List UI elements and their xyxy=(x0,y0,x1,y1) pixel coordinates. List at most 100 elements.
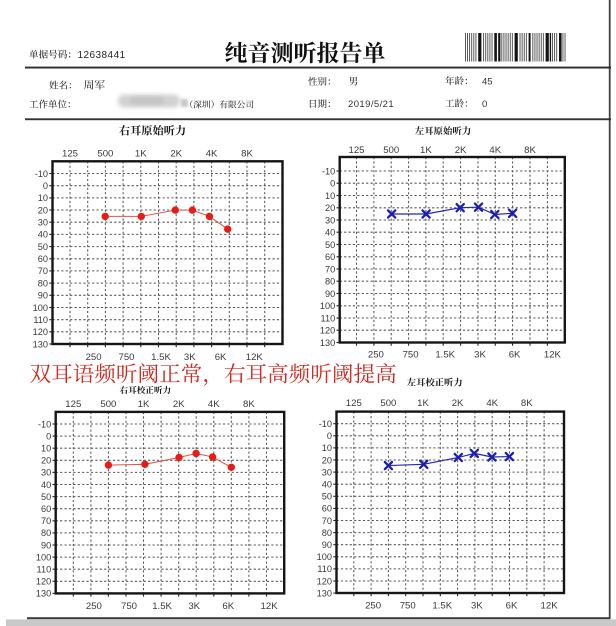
svg-text:130: 130 xyxy=(36,589,51,599)
svg-text:130: 130 xyxy=(320,338,335,348)
svg-text:6K: 6K xyxy=(215,352,227,363)
svg-text:8K: 8K xyxy=(243,399,255,410)
svg-text:30: 30 xyxy=(38,218,48,228)
svg-text:4K: 4K xyxy=(208,399,220,410)
svg-text:0: 0 xyxy=(482,99,487,110)
svg-text:130: 130 xyxy=(317,588,332,598)
svg-text:0: 0 xyxy=(43,181,48,191)
svg-text:1.5K: 1.5K xyxy=(152,601,172,612)
svg-text:-10: -10 xyxy=(319,419,332,429)
svg-text:100: 100 xyxy=(320,301,335,311)
svg-text:500: 500 xyxy=(380,398,396,409)
svg-text:750: 750 xyxy=(121,601,137,612)
svg-text:0: 0 xyxy=(330,179,335,189)
svg-text:45: 45 xyxy=(482,76,493,87)
svg-text:6K: 6K xyxy=(222,601,234,612)
svg-text:40: 40 xyxy=(322,480,332,490)
svg-text:-10: -10 xyxy=(38,419,51,429)
svg-text:10: 10 xyxy=(322,443,332,453)
svg-text:10: 10 xyxy=(38,193,48,203)
svg-text:2019/5/21: 2019/5/21 xyxy=(348,99,394,110)
svg-text:500: 500 xyxy=(100,399,116,410)
svg-text:80: 80 xyxy=(41,528,51,538)
svg-text:12K: 12K xyxy=(541,600,559,611)
svg-text:80: 80 xyxy=(322,528,332,538)
svg-text:90: 90 xyxy=(322,540,332,550)
svg-text:60: 60 xyxy=(38,254,48,264)
svg-text:-10: -10 xyxy=(35,169,48,179)
svg-text:3K: 3K xyxy=(474,349,486,360)
svg-text:8K: 8K xyxy=(241,148,253,159)
svg-text:0: 0 xyxy=(46,431,51,441)
svg-text:50: 50 xyxy=(325,240,335,250)
svg-text:12638441: 12638441 xyxy=(78,50,126,61)
svg-text:70: 70 xyxy=(38,266,48,276)
svg-text:500: 500 xyxy=(97,148,113,159)
svg-text:70: 70 xyxy=(325,264,335,274)
svg-text:90: 90 xyxy=(38,291,48,301)
svg-text:30: 30 xyxy=(41,468,51,478)
svg-text:110: 110 xyxy=(37,565,52,575)
svg-text:120: 120 xyxy=(317,576,332,586)
svg-text:40: 40 xyxy=(38,230,48,240)
svg-text:20: 20 xyxy=(325,203,335,213)
svg-text:50: 50 xyxy=(38,242,48,252)
svg-text:10: 10 xyxy=(41,444,51,454)
svg-text:1.5K: 1.5K xyxy=(435,349,455,360)
svg-text:3K: 3K xyxy=(188,601,200,612)
svg-text:100: 100 xyxy=(33,303,48,313)
svg-text:1K: 1K xyxy=(417,398,429,409)
svg-text:250: 250 xyxy=(368,349,384,360)
svg-text:6K: 6K xyxy=(506,600,518,611)
svg-text:20: 20 xyxy=(322,455,332,465)
svg-text:40: 40 xyxy=(325,228,335,238)
svg-text:0: 0 xyxy=(327,431,332,441)
svg-text:3K: 3K xyxy=(184,352,196,363)
svg-text:80: 80 xyxy=(325,277,335,287)
svg-text:100: 100 xyxy=(317,552,332,562)
svg-text:750: 750 xyxy=(403,349,419,360)
svg-text:90: 90 xyxy=(325,289,335,299)
svg-text:8K: 8K xyxy=(521,398,533,409)
svg-text:12K: 12K xyxy=(544,349,562,360)
svg-text:120: 120 xyxy=(36,577,51,587)
svg-text:12K: 12K xyxy=(261,601,279,612)
svg-text:70: 70 xyxy=(322,516,332,526)
svg-text:2K: 2K xyxy=(452,398,464,409)
svg-text:125: 125 xyxy=(346,398,362,409)
svg-text:1.5K: 1.5K xyxy=(432,600,452,611)
svg-text:110: 110 xyxy=(317,564,332,574)
svg-text:20: 20 xyxy=(41,456,51,466)
svg-text:750: 750 xyxy=(400,600,416,611)
svg-text:8K: 8K xyxy=(524,145,536,156)
svg-text:2K: 2K xyxy=(455,145,467,156)
svg-text:50: 50 xyxy=(322,492,332,502)
svg-text:60: 60 xyxy=(322,504,332,514)
svg-text:4K: 4K xyxy=(206,148,218,159)
svg-text:250: 250 xyxy=(86,601,102,612)
svg-text:10: 10 xyxy=(325,191,335,201)
svg-text:70: 70 xyxy=(41,516,51,526)
svg-text:2K: 2K xyxy=(173,399,185,410)
svg-text:1.5K: 1.5K xyxy=(151,352,171,363)
svg-text:500: 500 xyxy=(383,145,399,156)
svg-text:90: 90 xyxy=(41,540,51,550)
svg-text:2K: 2K xyxy=(170,148,182,159)
svg-text:125: 125 xyxy=(62,148,78,159)
svg-text:130: 130 xyxy=(33,339,48,349)
svg-text:1K: 1K xyxy=(135,148,147,159)
svg-text:250: 250 xyxy=(86,352,102,363)
svg-text:50: 50 xyxy=(41,492,51,502)
svg-text:125: 125 xyxy=(348,145,364,156)
svg-text:6K: 6K xyxy=(509,349,521,360)
svg-text:4K: 4K xyxy=(489,145,501,156)
svg-text:110: 110 xyxy=(33,315,48,325)
svg-text:20: 20 xyxy=(38,205,48,215)
svg-text:30: 30 xyxy=(322,467,332,477)
svg-text:80: 80 xyxy=(38,278,48,288)
svg-text:-10: -10 xyxy=(322,166,335,176)
svg-text:4K: 4K xyxy=(486,398,498,409)
svg-text:40: 40 xyxy=(41,480,51,490)
svg-text:12K: 12K xyxy=(246,352,264,363)
svg-text:120: 120 xyxy=(320,326,335,336)
